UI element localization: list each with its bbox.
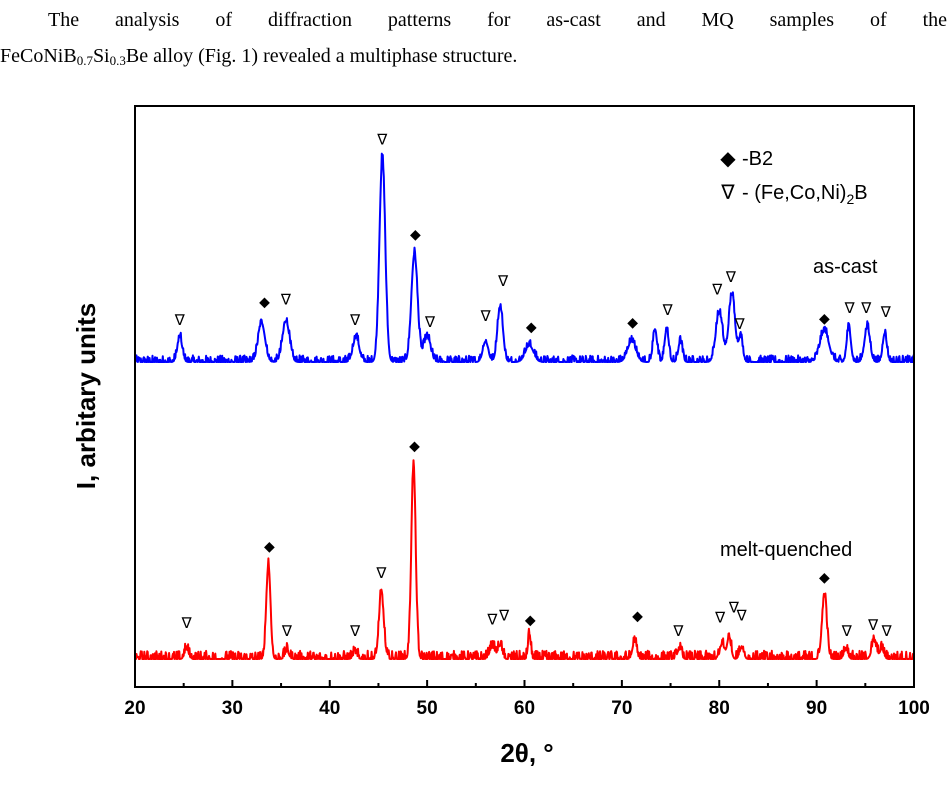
marker-boride: ∇ [711, 280, 723, 298]
text-run: Si [92, 45, 110, 67]
marker-boride: ∇ [174, 311, 186, 329]
series-group [134, 152, 915, 660]
series-label-as-cast: as-cast [813, 256, 878, 278]
marker-boride: ∇ [280, 291, 292, 309]
legend-text-run: -B2 [742, 148, 773, 170]
marker-boride: ∇ [349, 622, 361, 640]
x-tick-label: 70 [611, 698, 632, 719]
marker-boride: ∇ [281, 622, 293, 640]
marker-b2: ◆ [264, 539, 275, 555]
x-tick-label: 40 [319, 698, 340, 719]
y-axis-label: I, arbitary units [71, 303, 101, 489]
legend-symbol-b2: ◆ [720, 148, 736, 170]
peak-markers: ∇◆ ∇∇∇◆∇ ∇∇◆ ◆∇∇∇∇ ◆∇ ∇ ∇∇◆∇ ∇∇◆∇ ∇ ◆ ◆∇∇∇∇◆∇ ∇ ∇ [174, 131, 893, 640]
marker-boride: ∇ [486, 610, 498, 628]
marker-boride: ∇ [867, 616, 879, 634]
marker-boride: ∇ [734, 315, 746, 333]
x-tick-label: 30 [222, 698, 243, 719]
x-tick-label: 20 [124, 698, 145, 719]
marker-b2: ◆ [632, 608, 643, 624]
x-tick-label: 60 [514, 698, 535, 719]
marker-boride: ∇ [349, 311, 361, 329]
x-axis-label: 2θ, ° [500, 738, 553, 768]
marker-boride: ∇ [860, 299, 872, 317]
x-tick-label: 90 [806, 698, 827, 719]
x-tick-label: 80 [709, 698, 730, 719]
marker-boride: ∇ [728, 599, 740, 617]
legend-text-run: B [854, 182, 867, 204]
marker-b2: ◆ [409, 439, 420, 455]
legend: ◆ -B2 ∇ - (Fe,Co,Ni)2B [720, 148, 867, 207]
marker-boride: ∇ [480, 307, 492, 325]
x-tick-label: 50 [417, 698, 438, 719]
marker-b2: ◆ [410, 227, 421, 243]
marker-b2: ◆ [259, 295, 270, 311]
text-run: Be alloy (Fig. 1) revealed a multiphase … [125, 45, 518, 67]
marker-boride: ∇ [714, 608, 726, 626]
subscript: 0.3 [109, 53, 126, 68]
marker-b2: ◆ [627, 315, 638, 331]
marker-boride: ∇ [497, 272, 509, 290]
marker-boride: ∇ [672, 622, 684, 640]
marker-boride: ∇ [376, 131, 388, 149]
legend-subscript: 2 [846, 191, 854, 207]
subscript: 0.7 [76, 53, 93, 68]
x-tick-label: 100 [898, 698, 930, 719]
marker-boride: ∇ [844, 299, 856, 317]
marker-b2: ◆ [819, 311, 830, 327]
series-line-0 [134, 152, 915, 363]
marker-boride: ∇ [881, 622, 893, 640]
marker-boride: ∇ [736, 606, 748, 624]
series-line-1 [134, 459, 915, 660]
marker-boride: ∇ [880, 303, 892, 321]
x-axis-ticks: 20 30 40 50 60 70 80 90 100 [124, 680, 930, 719]
legend-label: - (Fe,Co,Ni)2B [742, 182, 868, 207]
intro-line-1: The analysis of diffraction patterns for… [48, 9, 947, 31]
legend-text-run: - (Fe,Co,Ni) [742, 182, 846, 204]
legend-symbol-boride: ∇ [720, 182, 735, 204]
marker-boride: ∇ [725, 268, 737, 286]
marker-boride: ∇ [181, 614, 193, 632]
legend-label: -B2 [742, 148, 773, 170]
marker-b2: ◆ [819, 570, 830, 586]
text-run: FeCoNiB [0, 45, 77, 67]
marker-boride: ∇ [662, 301, 674, 319]
intro-line-2: FeCoNiB0.7Si0.3Be alloy (Fig. 1) reveale… [0, 38, 517, 75]
marker-boride: ∇ [424, 313, 436, 331]
marker-boride: ∇ [841, 622, 853, 640]
marker-b2: ◆ [525, 612, 536, 628]
marker-boride: ∇ [375, 564, 387, 582]
marker-boride: ∇ [498, 606, 510, 624]
marker-b2: ◆ [526, 319, 537, 335]
series-label-melt-quenched: melt-quenched [720, 539, 852, 561]
